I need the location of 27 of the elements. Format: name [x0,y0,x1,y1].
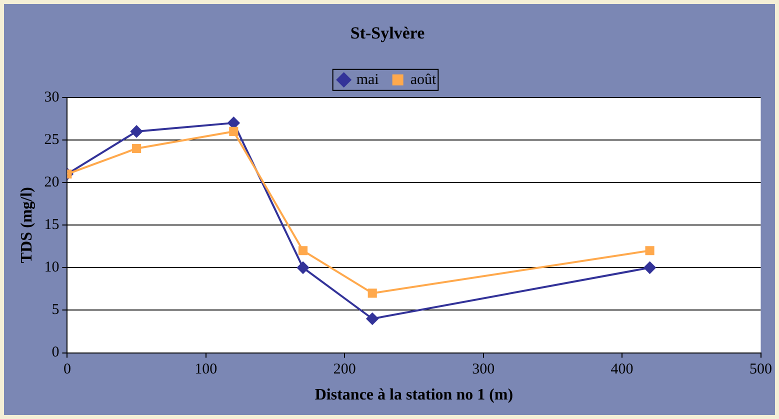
point [130,125,143,138]
x-tick-label: 300 [472,362,495,378]
y-tick-label: 15 [44,217,60,234]
point [132,144,142,154]
x-tick-label: 0 [63,362,71,378]
legend-label: mai [356,72,379,88]
point [368,288,377,298]
x-axis-title: Distance à la station no 1 (m) [314,386,514,404]
y-tick-label: 20 [44,174,60,190]
y-tick-label: 5 [52,302,60,318]
y-tick-label: 10 [44,260,60,276]
chart-title: St-Sylvère [350,24,426,43]
x-tick-label: 100 [194,362,218,378]
legend-label: août [410,72,437,88]
point [229,126,238,136]
x-tick-label: 200 [333,362,356,378]
point [297,262,310,274]
x-tick-label: 500 [750,362,772,378]
point [645,246,654,256]
y-axis-title: TDS (mg/l) [18,187,36,264]
point [644,262,656,274]
y-tick-label: 0 [52,344,60,361]
x-tick-label: 400 [610,362,634,378]
y-tick-label: 30 [44,89,60,106]
point [298,246,308,256]
y-tick-label: 25 [44,132,60,148]
point [366,312,378,325]
